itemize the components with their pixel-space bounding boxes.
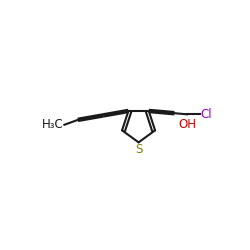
Text: H₃C: H₃C [42, 118, 64, 131]
Text: OH: OH [178, 118, 196, 131]
Text: S: S [135, 143, 142, 156]
Text: Cl: Cl [200, 108, 212, 120]
